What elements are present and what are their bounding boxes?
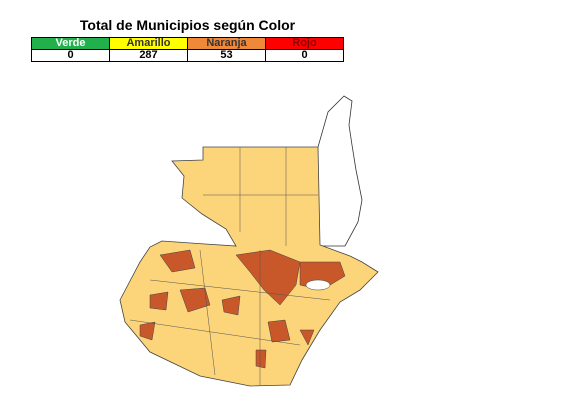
summary-table: Verde Amarillo Naranja Rojo 0 287 53 0 <box>31 37 344 62</box>
header-row: Verde Amarillo Naranja Rojo <box>31 37 344 50</box>
value-cell: 0 <box>31 49 110 62</box>
lake <box>305 279 331 291</box>
value-cell: 0 <box>265 49 344 62</box>
header-cell: Rojo <box>265 37 344 50</box>
value-cell: 287 <box>109 49 188 62</box>
title: Total de Municipios según Color <box>79 17 296 33</box>
borders <box>129 147 331 385</box>
belize-outline <box>317 95 363 247</box>
header-cell: Verde <box>31 37 110 50</box>
header-cell: Amarillo <box>109 37 188 50</box>
value-row: 0 287 53 0 <box>31 49 344 62</box>
